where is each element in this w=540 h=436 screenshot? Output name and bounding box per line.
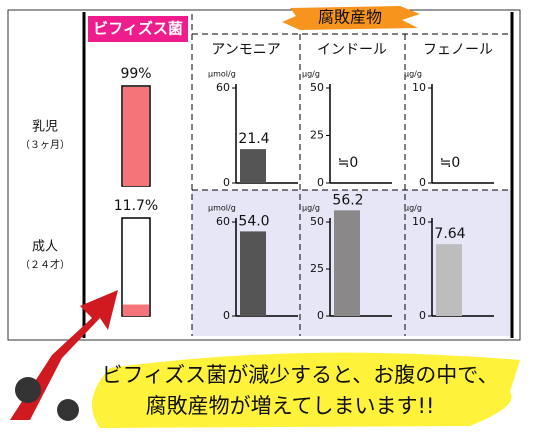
y-tick-label: 0	[223, 176, 230, 189]
y-tick-label: 0	[223, 309, 230, 322]
y-tick-label: 10	[412, 81, 426, 94]
unit-label: μg/g	[404, 70, 422, 79]
bifidus-header-box	[88, 16, 188, 42]
bifidus-frame	[121, 217, 151, 317]
y-tick-label: 0	[419, 309, 426, 322]
unit-label: μmol/g	[208, 204, 236, 213]
group-label: 乳児	[32, 120, 58, 135]
y-tick-label: 25	[310, 262, 324, 275]
unit-label: μmol/g	[208, 70, 236, 79]
caption-banner	[92, 352, 520, 428]
y-tick-label: 25	[310, 129, 324, 142]
value-label: 7.64	[434, 226, 465, 242]
germ-icon	[57, 399, 79, 421]
bifidus-header: ビフィズス菌	[93, 20, 183, 38]
bar	[240, 231, 266, 316]
germ-icon	[15, 377, 41, 403]
caption: ビフィズス菌が減少すると、お腹の中で、	[102, 363, 499, 387]
value-label: 99%	[120, 66, 151, 82]
header-brush	[282, 6, 420, 30]
value-label: 11.7%	[114, 198, 158, 214]
value-label: 21.4	[238, 131, 269, 147]
compound-header: インドール	[317, 42, 387, 58]
compound-header: アンモニア	[211, 42, 280, 58]
y-tick-label: 0	[317, 309, 324, 322]
value-label: ≒0	[440, 155, 461, 171]
y-tick-label: 50	[310, 81, 324, 94]
group-sublabel: （３ヶ月）	[20, 139, 70, 151]
bar	[334, 210, 360, 316]
y-tick-label: 0	[317, 176, 324, 189]
unit-label: μg/g	[302, 70, 320, 79]
y-tick-label: 60	[216, 215, 230, 228]
bar	[123, 87, 149, 186]
frame	[7, 9, 521, 341]
bar	[123, 304, 149, 316]
value-label: ≒0	[338, 155, 359, 171]
bar	[436, 244, 462, 316]
value-label: 54.0	[238, 213, 269, 229]
unit-label: μg/g	[404, 204, 422, 213]
y-tick-label: 10	[412, 215, 426, 228]
y-tick-label: 0	[419, 176, 426, 189]
y-tick-label: 60	[216, 81, 230, 94]
bar	[240, 149, 266, 183]
compound-header: フェノール	[423, 42, 493, 58]
y-tick-label: 50	[310, 215, 324, 228]
putrefaction-header: 腐敗産物	[318, 8, 382, 27]
group-label: 成人	[32, 240, 58, 255]
value-label: 56.2	[332, 192, 363, 208]
unit-label: μg/g	[302, 204, 320, 213]
group-sublabel: （２４才）	[20, 258, 70, 271]
caption: 腐敗産物が増えてしまいます!!	[146, 394, 435, 418]
